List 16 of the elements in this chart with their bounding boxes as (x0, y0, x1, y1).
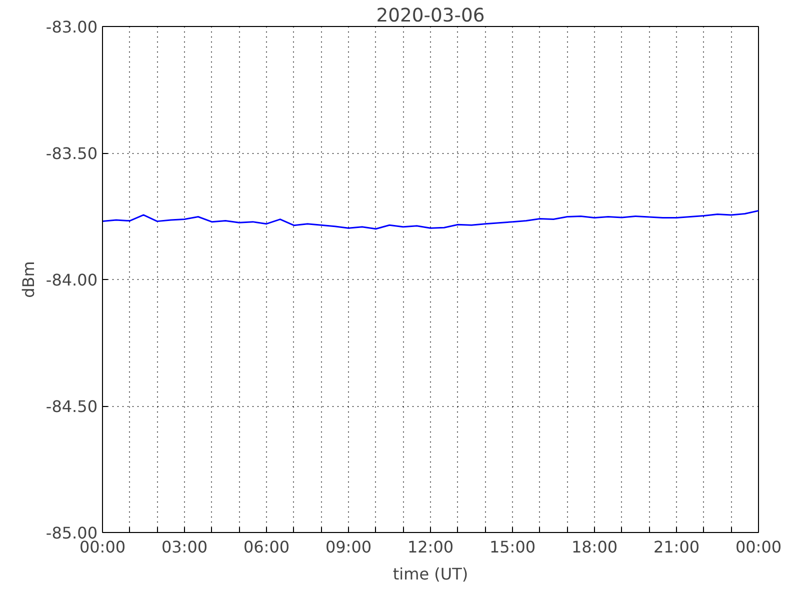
x-tick-label: 15:00 (489, 538, 536, 556)
chart-title: 2020-03-06 (376, 6, 485, 26)
y-tick-label: -83.00 (46, 18, 98, 36)
y-tick-label: -83.50 (46, 144, 98, 163)
y-tick-label: -84.50 (46, 397, 98, 416)
x-tick-label: 18:00 (571, 538, 618, 556)
x-tick-label: 12:00 (407, 538, 454, 556)
y-axis-title: dBm (18, 261, 38, 298)
x-tick-label: 00:00 (735, 538, 782, 556)
x-axis-title: time (UT) (392, 564, 468, 584)
x-tick-label: 06:00 (243, 538, 290, 556)
x-tick-label: 03:00 (161, 538, 208, 556)
line-series (102, 210, 758, 230)
y-tick-label: -84.00 (46, 270, 98, 290)
x-tick-label: 21:00 (653, 538, 700, 556)
x-tick-label: 09:00 (325, 538, 372, 556)
